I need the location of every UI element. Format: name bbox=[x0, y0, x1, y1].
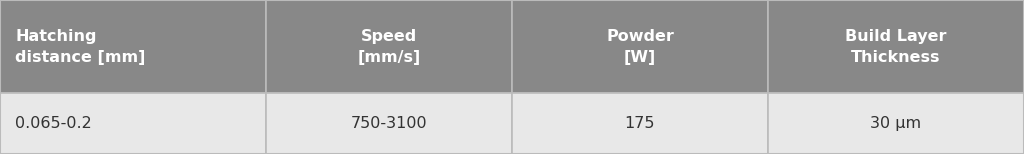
Text: Powder
[W]: Powder [W] bbox=[606, 29, 674, 65]
Text: Build Layer
Thickness: Build Layer Thickness bbox=[845, 29, 947, 65]
Text: Hatching
distance [mm]: Hatching distance [mm] bbox=[15, 29, 145, 65]
Bar bbox=[266, 93, 512, 154]
Text: 175: 175 bbox=[625, 116, 655, 131]
Bar bbox=[0, 0, 266, 93]
Bar bbox=[512, 93, 768, 154]
Bar bbox=[768, 0, 1024, 93]
Text: 30 μm: 30 μm bbox=[870, 116, 922, 131]
Bar bbox=[266, 0, 512, 93]
Text: 0.065-0.2: 0.065-0.2 bbox=[15, 116, 92, 131]
Bar bbox=[512, 0, 768, 93]
Text: Speed
[mm/s]: Speed [mm/s] bbox=[357, 29, 421, 65]
Text: 750-3100: 750-3100 bbox=[351, 116, 427, 131]
Bar bbox=[768, 93, 1024, 154]
Bar bbox=[0, 93, 266, 154]
